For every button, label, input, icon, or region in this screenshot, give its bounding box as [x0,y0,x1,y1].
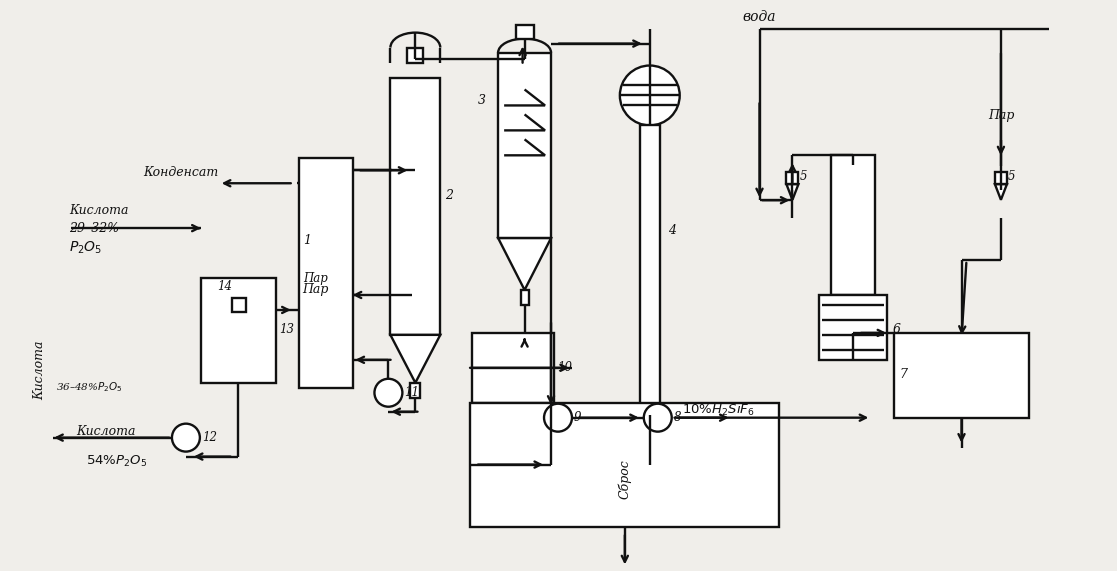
Polygon shape [786,184,799,200]
Text: 10: 10 [557,361,572,375]
Text: $54\%P_2O_5$: $54\%P_2O_5$ [86,454,147,469]
Bar [408,47,423,63]
Text: Кислота: Кислота [76,425,135,438]
Circle shape [544,404,572,432]
Text: Сброс: Сброс [618,460,631,500]
Text: 2: 2 [446,189,454,202]
Polygon shape [498,238,551,290]
Bar [516,25,534,39]
Bar [895,333,1029,417]
Bar [410,383,420,398]
Circle shape [172,424,200,452]
Bar [201,278,276,383]
Text: 12: 12 [202,431,217,444]
Bar [472,333,554,403]
Text: 8: 8 [674,411,681,424]
Bar [521,290,528,305]
Text: 13: 13 [278,323,294,336]
Bar [820,295,887,360]
Bar [298,158,353,388]
Text: Кислота: Кислота [32,340,46,400]
Text: Пар: Пар [303,283,330,296]
Bar [498,53,551,238]
Text: 29–32%: 29–32% [69,222,120,235]
Circle shape [620,66,680,126]
Text: $P_2O_5$: $P_2O_5$ [69,240,103,256]
Bar [786,172,799,184]
Bar [470,403,780,528]
Text: 6: 6 [892,323,900,336]
Text: 7: 7 [899,368,907,381]
Text: 36–48%$P_2O_5$: 36–48%$P_2O_5$ [56,380,123,393]
Bar [391,78,440,335]
Text: 9: 9 [574,411,582,424]
Bar [232,298,246,312]
Text: $10\%H_2SiF_6$: $10\%H_2SiF_6$ [681,401,754,418]
Bar [831,155,876,295]
Bar [995,172,1006,184]
Circle shape [643,404,671,432]
Text: 4: 4 [668,224,676,236]
Text: 1: 1 [304,234,312,247]
Text: 5: 5 [800,170,806,183]
Text: 3: 3 [478,94,486,107]
Polygon shape [391,335,440,383]
Circle shape [374,379,402,407]
Text: 14: 14 [217,280,232,293]
Bar [640,126,660,415]
Text: Конденсат: Конденсат [143,166,219,179]
Text: Пар: Пар [304,272,328,284]
Polygon shape [995,184,1006,200]
Text: Пар: Пар [987,109,1014,122]
Text: Кислота: Кислота [69,204,128,216]
Text: 5: 5 [1008,170,1015,183]
Text: вода: вода [743,10,776,23]
Text: 11: 11 [404,386,419,399]
